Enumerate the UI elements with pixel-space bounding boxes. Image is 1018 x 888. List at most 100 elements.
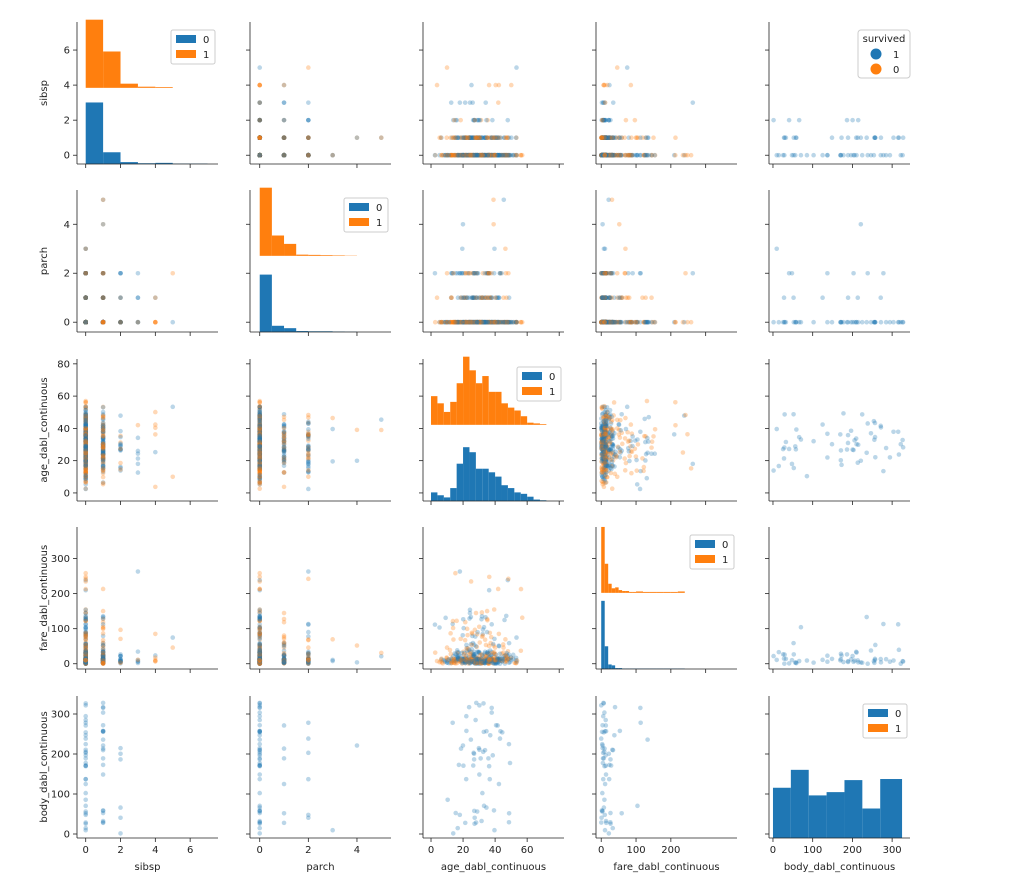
- scatter-point-0: [257, 135, 263, 141]
- scatter-point-0: [257, 152, 263, 158]
- scatter-point-1: [608, 451, 614, 456]
- hist-legend-label-1: 1: [549, 387, 555, 398]
- scatter-point-1: [257, 152, 263, 158]
- scatter-point-0: [170, 635, 176, 640]
- scatter-point-1: [601, 135, 607, 141]
- scatter-point-0: [792, 319, 798, 325]
- scatter-point-0: [900, 437, 905, 443]
- y-tick-label: 0: [64, 318, 70, 329]
- scatter-point-0: [281, 117, 287, 123]
- scatter-point-1: [688, 466, 694, 471]
- scatter-point-0: [646, 319, 652, 325]
- scatter-point-1: [257, 152, 263, 158]
- scatter-point-1: [257, 152, 263, 158]
- scatter-point-0: [601, 246, 607, 252]
- hist-legend-swatch-0: [176, 35, 196, 43]
- scatter-point-0: [257, 152, 263, 158]
- hist-bar-1: [137, 86, 156, 88]
- scatter-point-0: [281, 152, 287, 158]
- scatter-point-0: [859, 319, 865, 325]
- scatter-point-0: [616, 422, 621, 427]
- scatter-point-0: [634, 482, 640, 487]
- scatter-point-0: [257, 152, 263, 158]
- scatter-point-1: [619, 441, 625, 447]
- scatter-point-0: [257, 152, 263, 158]
- scatter-point-0: [872, 420, 878, 426]
- hist-bar-0: [514, 492, 521, 501]
- scatter-point-0: [774, 426, 780, 432]
- scatter-point-0: [457, 270, 463, 276]
- scatter-point-0: [281, 152, 287, 158]
- scatter-point-0: [825, 319, 830, 325]
- scatter-point-0: [257, 100, 263, 105]
- scatter-point-1: [633, 319, 639, 325]
- scatter-point-1: [257, 460, 263, 465]
- hist-bar-1: [284, 243, 297, 256]
- scatter-point-1: [257, 152, 263, 158]
- scatter-point-0: [850, 447, 855, 452]
- scatter-point-1: [257, 152, 263, 158]
- scatter-point-1: [83, 455, 89, 461]
- hist-bar-1: [533, 423, 540, 425]
- scatter-point-0: [257, 152, 263, 158]
- scatter-point-0: [257, 117, 263, 123]
- scatter-point-0: [485, 319, 491, 325]
- panel-parch-vs-fare_dabl_continuous: [592, 190, 737, 336]
- scatter-point-1: [459, 152, 464, 158]
- scatter-point-0: [896, 452, 902, 457]
- scatter-point-0: [671, 432, 677, 437]
- scatter-point-1: [611, 400, 617, 405]
- scatter-point-0: [257, 152, 263, 158]
- scatter-point-1: [626, 152, 632, 158]
- scatter-point-0: [281, 152, 287, 158]
- scatter-point-0: [257, 152, 263, 158]
- scatter-point-1: [609, 197, 615, 203]
- scatter-point-0: [83, 486, 89, 492]
- scatter-point-0: [306, 427, 311, 432]
- scatter-point-0: [794, 427, 799, 432]
- scatter-point-0: [820, 152, 825, 158]
- scatter-point-0: [257, 152, 263, 158]
- scatter-point-0: [804, 152, 810, 158]
- scatter-point-0: [781, 456, 787, 461]
- scatter-point-1: [602, 270, 607, 276]
- hist-bar-0: [501, 485, 508, 501]
- scatter-point-1: [616, 221, 622, 227]
- scatter-point-0: [257, 152, 263, 158]
- scatter-point-0: [257, 135, 263, 141]
- scatter-point-0: [281, 152, 287, 158]
- scatter-point-0: [257, 117, 263, 123]
- scatter-point-0: [118, 652, 123, 657]
- scatter-point-1: [83, 574, 89, 580]
- scatter-point-0: [257, 152, 263, 158]
- scatter-point-0: [825, 152, 830, 158]
- hist-bar-0: [475, 468, 483, 501]
- scatter-point-1: [484, 135, 490, 141]
- scatter-point-0: [306, 152, 311, 158]
- scatter-point-0: [645, 435, 650, 441]
- scatter-point-0: [135, 461, 141, 467]
- scatter-point-1: [281, 152, 287, 158]
- scatter-point-1: [257, 152, 263, 158]
- scatter-point-1: [608, 270, 614, 276]
- scatter-point-0: [652, 319, 658, 325]
- scatter-point-1: [641, 468, 646, 474]
- scatter-point-0: [257, 152, 263, 158]
- scatter-point-0: [257, 152, 263, 158]
- scatter-point-1: [626, 295, 632, 301]
- scatter-point-0: [635, 437, 640, 442]
- scatter-point-1: [257, 135, 263, 141]
- scatter-point-1: [83, 270, 89, 276]
- scatter-point-1: [444, 65, 450, 70]
- scatter-point-0: [257, 152, 263, 158]
- scatter-point-0: [257, 135, 263, 141]
- scatter-point-0: [858, 221, 864, 227]
- y-tick-label: 4: [64, 220, 70, 231]
- scatter-point-0: [845, 440, 851, 446]
- scatter-point-0: [864, 450, 869, 456]
- scatter-point-1: [628, 82, 634, 88]
- scatter-point-1: [452, 152, 457, 158]
- hist-bar-1: [450, 401, 457, 425]
- scatter-point-1: [257, 135, 263, 141]
- scatter-point-0: [306, 152, 311, 158]
